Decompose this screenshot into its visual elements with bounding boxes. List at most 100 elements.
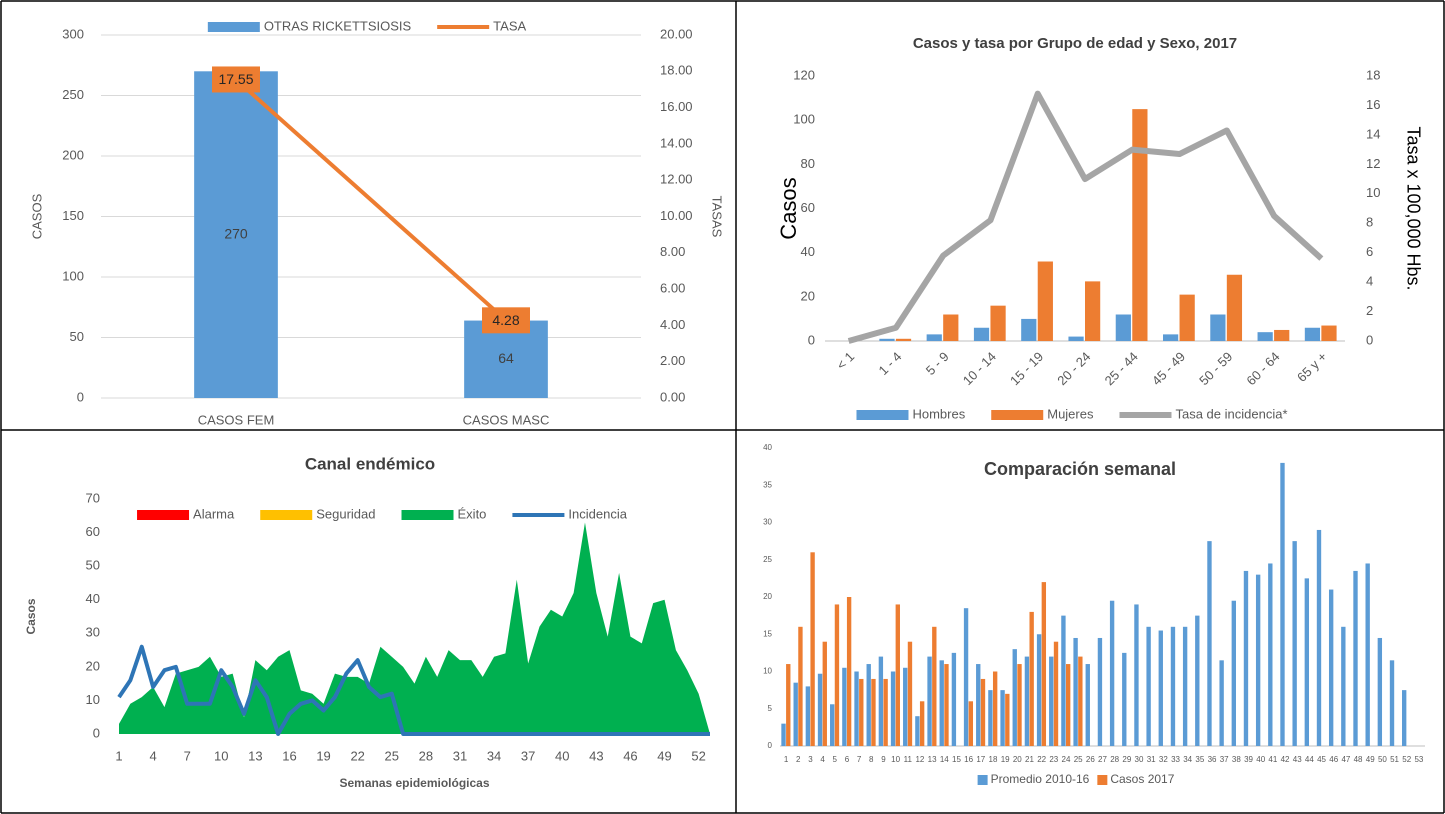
y2-tick-label: 0.00	[660, 389, 685, 404]
legend-swatch	[991, 410, 1044, 420]
x-tick-label: 47	[1341, 755, 1350, 764]
bar	[810, 552, 815, 746]
bar	[1231, 600, 1236, 746]
bar	[786, 664, 791, 746]
bar	[976, 664, 981, 746]
bar	[1036, 634, 1042, 746]
bar	[1021, 318, 1037, 341]
x-tick-label: 7	[857, 755, 862, 764]
x-tick-label: 36	[1208, 755, 1217, 764]
legend: OTRAS RICKETTSIOSIS TASA	[207, 18, 526, 33]
data-label: 4.28	[492, 312, 519, 328]
y-axis-label: Casos	[776, 177, 801, 239]
bar	[1122, 652, 1127, 746]
chart-title: Comparación semanal	[984, 459, 1176, 479]
y2-tick-label: 10	[1366, 185, 1380, 200]
y2-tick-label: 4	[1366, 274, 1373, 289]
x-tick-label: 39	[1244, 755, 1253, 764]
x-tick-label: 28	[1110, 755, 1119, 764]
y-tick-label: 50	[70, 329, 84, 344]
bar	[793, 682, 798, 746]
bar	[1401, 690, 1407, 746]
data-label-box	[212, 66, 260, 93]
bar	[1085, 664, 1090, 746]
y-tick-label: 50	[86, 558, 100, 573]
x-tick-label: 49	[657, 748, 671, 763]
bar	[903, 667, 908, 746]
x-tick-label: 48	[1354, 755, 1363, 764]
bar	[1195, 615, 1200, 746]
legend-label: Mujeres	[1047, 406, 1094, 421]
y-tick-label: 20	[763, 592, 772, 601]
y-tick-label: 35	[763, 480, 772, 489]
x-axis-label: Semanas epidemiológicas	[339, 776, 489, 790]
bar	[1012, 649, 1017, 746]
y2-tick-label: 4.00	[660, 317, 685, 332]
legend-label: Casos 2017	[1110, 772, 1174, 786]
y-tick-label: 0	[768, 741, 773, 750]
x-tick-label: 6	[845, 755, 850, 764]
bar	[866, 664, 871, 746]
x-tick-label: 43	[589, 748, 603, 763]
x-tick-label: 1	[784, 755, 789, 764]
bar	[1163, 334, 1179, 341]
x-tick-label: 34	[1183, 755, 1192, 764]
bar	[943, 314, 959, 341]
legend-swatch	[1097, 775, 1108, 785]
bar	[1024, 656, 1030, 746]
bar	[878, 656, 884, 746]
y-tick-label: 25	[763, 555, 772, 564]
bar	[927, 656, 932, 746]
y-tick-label: 30	[763, 518, 772, 527]
bar	[817, 673, 823, 746]
bar	[1341, 626, 1346, 746]
x-tick-label: 11	[904, 755, 913, 764]
y2-tick-label: 14.00	[660, 135, 693, 150]
bar	[1005, 693, 1010, 746]
x-tick-label: 23	[1049, 755, 1058, 764]
bar	[990, 305, 1006, 341]
y-tick-label: 30	[86, 625, 100, 640]
bar	[1134, 604, 1139, 746]
x-tick-label: 14	[940, 755, 949, 764]
y-tick-label: 300	[62, 26, 84, 41]
y-tick-label: 0	[808, 332, 815, 347]
chart-title: Canal endémico	[305, 454, 435, 473]
bar	[846, 597, 852, 746]
legend-label: Tasa de incidencia*	[1175, 406, 1287, 421]
x-tick-label: 51	[1390, 755, 1399, 764]
bar	[1068, 336, 1084, 341]
bar	[194, 71, 278, 399]
y-tick-label: 5	[768, 704, 773, 713]
legend-label: OTRAS RICKETTSIOSIS	[264, 18, 412, 33]
x-tick-label: 22	[350, 748, 364, 763]
y2-tick-label: 18	[1366, 67, 1380, 82]
data-label: 270	[224, 225, 248, 241]
x-tick-label: 32	[1159, 755, 1168, 764]
bar	[968, 701, 973, 746]
bar	[1000, 690, 1005, 746]
bar	[1226, 274, 1243, 341]
y-tick-label: 0	[77, 389, 84, 404]
x-tick-label: 46	[1329, 755, 1338, 764]
bar	[822, 641, 827, 746]
x-tick-label: 40	[555, 748, 569, 763]
bar	[1041, 582, 1047, 746]
x-tick-label: 22	[1037, 755, 1046, 764]
x-tick-label: 9	[881, 755, 886, 764]
legend: Hombres Mujeres Tasa de incidencia*	[856, 406, 1288, 421]
x-tick-label: 40	[1256, 755, 1265, 764]
y-tick-label: 40	[801, 244, 815, 259]
x-tick-label: 28	[419, 748, 433, 763]
x-tick-label: 33	[1171, 755, 1180, 764]
y2-tick-label: 20.00	[660, 26, 693, 41]
x-tick-label: 37	[1220, 755, 1229, 764]
x-tick-label: 15	[952, 755, 961, 764]
y-tick-label: 15	[763, 629, 772, 638]
x-tick-label: 20	[1013, 755, 1022, 764]
bar	[1321, 325, 1337, 341]
data-label: 64	[498, 350, 514, 366]
bar	[883, 678, 888, 746]
y2-tick-label: 12	[1366, 156, 1380, 171]
y-tick-label: 10	[86, 692, 100, 707]
